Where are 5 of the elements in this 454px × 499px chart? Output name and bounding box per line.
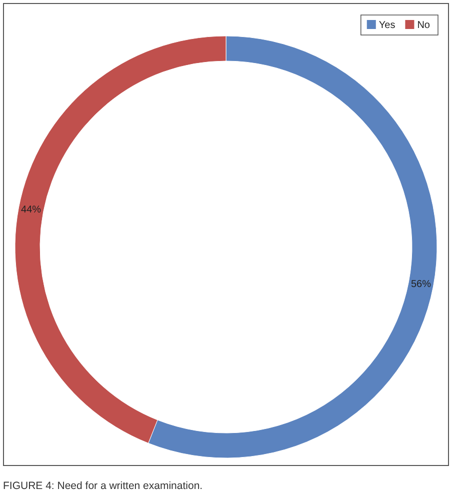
legend-label: No bbox=[417, 20, 430, 31]
caption: FIGURE 4: Need for a written examination. bbox=[3, 480, 203, 492]
legend-label: Yes bbox=[378, 20, 396, 31]
data-label: 56% bbox=[410, 278, 432, 290]
data-label: 44% bbox=[21, 204, 42, 216]
